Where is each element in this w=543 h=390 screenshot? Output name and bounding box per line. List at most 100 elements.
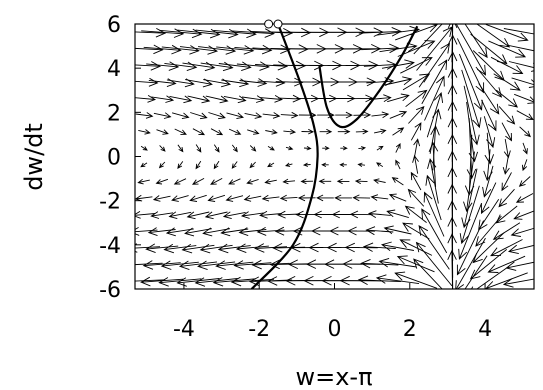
field-arrow — [395, 159, 401, 170]
field-arrow — [165, 227, 194, 237]
field-arrow — [283, 129, 297, 135]
field-arrow — [407, 188, 425, 207]
field-arrow — [459, 185, 480, 245]
field-arrow — [140, 276, 184, 287]
field-arrow — [404, 205, 427, 223]
field-arrow — [279, 194, 298, 202]
x-tick-label: 0 — [328, 317, 342, 342]
field-arrow — [230, 276, 274, 287]
field-arrow — [145, 243, 179, 254]
field-arrow — [396, 255, 435, 273]
field-arrow — [161, 45, 200, 55]
field-arrow — [321, 162, 329, 168]
field-arrow — [179, 45, 219, 55]
field-arrow — [135, 95, 157, 103]
field-arrow — [470, 265, 510, 289]
field-arrow — [384, 76, 413, 86]
field-arrow — [239, 78, 268, 87]
field-arrow — [217, 243, 251, 254]
field-arrow — [236, 61, 270, 71]
field-arrow — [226, 112, 244, 120]
field-arrow — [158, 161, 166, 169]
field-arrow — [204, 211, 228, 220]
field-arrow — [483, 149, 493, 182]
field-arrow — [178, 260, 218, 271]
field-arrow — [235, 243, 269, 254]
field-arrow — [285, 162, 293, 167]
field-arrow — [319, 128, 333, 135]
field-arrow — [152, 195, 171, 202]
field-arrow — [472, 232, 505, 264]
field-arrow — [464, 255, 488, 289]
field-arrow — [355, 128, 369, 135]
field-arrow — [399, 239, 433, 256]
field-arrow — [413, 24, 443, 55]
field-arrow — [135, 262, 163, 266]
endpoint-marker — [264, 19, 274, 29]
vector-field — [135, 24, 534, 289]
field-arrow — [487, 255, 526, 273]
x-tick-label: 2 — [403, 317, 417, 342]
field-arrow — [461, 168, 478, 229]
field-arrow — [380, 241, 414, 251]
field-arrow — [339, 162, 347, 168]
field-arrow — [451, 24, 453, 63]
field-arrow — [210, 128, 224, 136]
field-arrow — [358, 146, 367, 151]
field-arrow — [301, 128, 315, 135]
y-axis-label: dw/dt — [20, 123, 48, 191]
field-arrow — [387, 93, 410, 103]
field-arrow — [505, 261, 534, 271]
field-arrow — [257, 77, 286, 87]
field-arrow — [189, 194, 207, 202]
field-arrow — [174, 128, 187, 135]
field-arrow — [218, 61, 252, 72]
field-arrow — [173, 178, 187, 185]
y-tick-label: 6 — [107, 13, 121, 38]
field-arrow — [262, 112, 281, 119]
field-arrow — [498, 188, 515, 208]
field-arrow — [318, 178, 332, 185]
field-arrow — [213, 144, 220, 153]
field-arrow — [503, 28, 534, 35]
field-arrow — [392, 127, 405, 136]
field-arrow — [402, 222, 430, 240]
field-arrow — [280, 111, 299, 119]
field-arrow — [361, 43, 400, 54]
field-arrow — [135, 243, 161, 253]
field-arrow — [357, 275, 401, 285]
field-arrow — [388, 193, 407, 202]
field-arrow — [347, 226, 376, 236]
field-arrow — [192, 128, 206, 136]
field-arrow — [492, 222, 521, 240]
field-arrow — [365, 226, 394, 236]
endpoint-markers — [264, 19, 283, 29]
field-arrow — [228, 178, 241, 185]
field-arrow — [256, 227, 285, 236]
field-arrow — [466, 118, 477, 180]
field-arrow — [207, 194, 226, 202]
field-arrow — [461, 69, 482, 129]
field-arrow — [135, 61, 162, 71]
field-arrow — [424, 75, 445, 121]
field-arrow — [322, 145, 330, 151]
field-arrow — [138, 129, 151, 135]
field-arrow — [354, 178, 368, 185]
field-arrow — [375, 274, 420, 285]
field-arrow — [394, 271, 438, 289]
field-arrow — [246, 178, 259, 185]
trajectories — [250, 24, 419, 289]
field-arrow — [265, 129, 278, 135]
field-arrow — [164, 61, 198, 72]
field-arrow — [150, 211, 174, 219]
field-arrow — [247, 129, 260, 135]
field-arrow — [200, 61, 234, 72]
field-arrow — [177, 144, 184, 153]
field-arrow — [488, 40, 527, 58]
field-arrow — [426, 92, 444, 138]
field-arrow — [481, 99, 497, 132]
field-arrow — [408, 105, 425, 124]
field-arrow — [334, 194, 352, 202]
field-arrow — [402, 73, 431, 91]
field-arrow — [190, 112, 208, 120]
